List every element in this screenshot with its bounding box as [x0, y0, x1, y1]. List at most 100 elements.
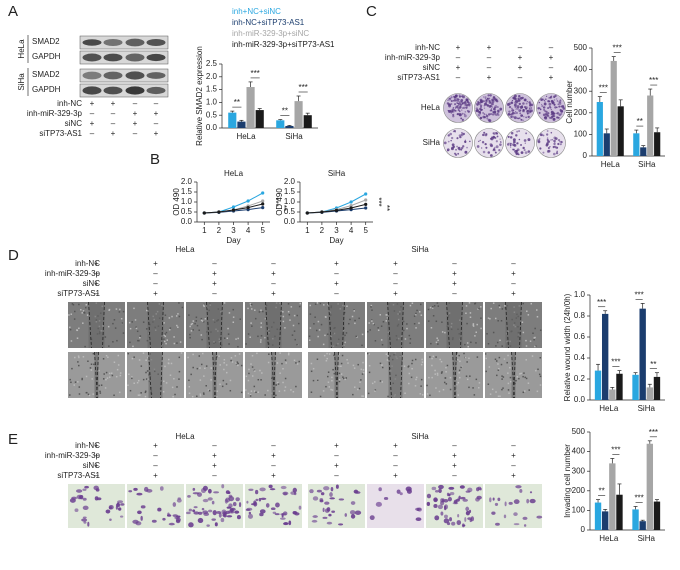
sign: + [452, 279, 457, 288]
cell-texture [426, 384, 428, 387]
invading-cell [206, 524, 210, 527]
cell-texture [287, 310, 290, 313]
cell-texture [539, 375, 542, 378]
group-label: SiHa [411, 432, 429, 441]
cell-texture [326, 352, 328, 355]
cell-texture [381, 364, 383, 366]
colony [450, 112, 452, 114]
colony [516, 105, 520, 108]
invading-cell [202, 498, 209, 503]
cell-texture [467, 345, 469, 348]
cell-texture [411, 302, 414, 304]
cell-texture [333, 372, 336, 375]
cell-texture [230, 359, 232, 362]
blot-band [125, 38, 145, 47]
cell-texture [203, 393, 205, 395]
wound-edge [279, 301, 282, 349]
bar [654, 132, 661, 156]
group-label: SiHa [411, 245, 429, 254]
x-tick-label: 2 [320, 226, 325, 235]
point [261, 199, 265, 203]
bar [609, 389, 616, 400]
cell-texture [370, 304, 373, 307]
colony [486, 103, 488, 106]
cell-texture [437, 343, 439, 345]
cell-texture [491, 388, 494, 391]
colony [530, 109, 533, 113]
invading-cell [202, 485, 208, 491]
colony [484, 133, 488, 137]
invading-cell [320, 492, 325, 496]
colony [523, 148, 526, 152]
panel-label: B [150, 151, 160, 168]
invading-cell [234, 510, 240, 514]
bar [603, 133, 610, 156]
cell-texture [418, 322, 420, 324]
cell-texture [468, 357, 470, 360]
colony [461, 132, 463, 134]
cell-texture [516, 376, 519, 378]
y-tick-label: 0.0 [284, 217, 296, 226]
sign: + [271, 451, 276, 460]
colony [498, 149, 501, 152]
cell-texture [229, 379, 232, 382]
cell-texture [502, 376, 505, 378]
cell-texture [323, 354, 326, 357]
cell-texture [207, 389, 210, 391]
cell-texture [249, 395, 252, 397]
colony [546, 149, 550, 153]
cell-texture [340, 365, 342, 368]
x-tick-label: 3 [334, 226, 339, 235]
sign: – [452, 259, 457, 268]
cell-texture [446, 364, 449, 367]
invading-cell [329, 497, 335, 500]
invading-cell [128, 490, 133, 493]
invading-cell [354, 510, 362, 515]
cell-texture [415, 312, 417, 315]
cell-texture [178, 370, 181, 373]
blot-band [146, 38, 166, 47]
cell-texture [276, 362, 279, 364]
cell-texture [402, 329, 405, 332]
sign: + [111, 99, 116, 108]
cell-texture [259, 341, 262, 343]
colony [512, 115, 515, 118]
row-label: inh-NC [75, 441, 100, 450]
cell-texture [202, 392, 205, 394]
colony [485, 146, 488, 149]
y-tick-label: 300 [574, 86, 588, 95]
colony [509, 144, 512, 147]
invading-cell [328, 513, 332, 517]
cell-texture [260, 326, 262, 328]
invading-cell [456, 520, 462, 526]
x-tick-label: 5 [260, 226, 265, 235]
cell-texture [522, 391, 525, 394]
cell-texture [414, 385, 417, 387]
invading-cell [433, 497, 438, 503]
colony [555, 112, 557, 115]
significance: *** [611, 358, 620, 367]
cell-texture [374, 390, 376, 392]
colony [491, 110, 493, 112]
sign: – [90, 129, 95, 138]
invading-cell [268, 484, 273, 489]
colony [448, 104, 451, 108]
cell-texture [129, 327, 132, 330]
invading-cell [74, 508, 79, 512]
colony [553, 99, 556, 101]
colony [552, 117, 556, 121]
cell-texture [86, 314, 89, 316]
cell-texture [282, 315, 285, 318]
colony [561, 105, 565, 108]
significance: ** [650, 360, 656, 369]
y-tick-label: 1.5 [181, 187, 193, 196]
cell-texture [316, 379, 319, 381]
invading-cell [259, 512, 264, 517]
colony [544, 101, 546, 103]
wound-gap [265, 302, 282, 348]
colony [554, 146, 557, 149]
row-label: siNC [83, 279, 101, 288]
cell-texture [332, 368, 334, 371]
cell-texture [251, 355, 254, 357]
sign: + [334, 279, 339, 288]
